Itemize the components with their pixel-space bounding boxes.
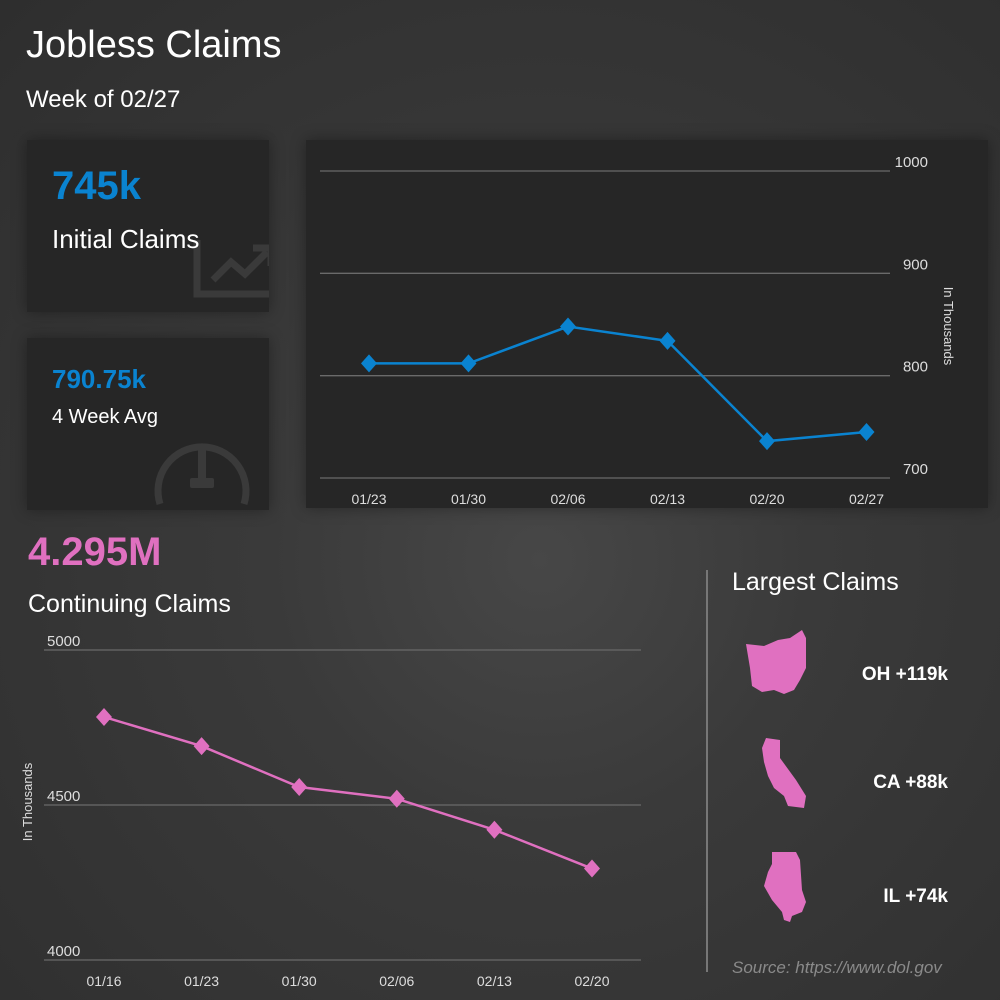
y-tick-label: 1000 xyxy=(895,154,928,171)
data-point-marker xyxy=(584,859,600,878)
largest-claims-title: Largest Claims xyxy=(732,568,899,596)
page-title: Jobless Claims xyxy=(26,24,282,66)
state-row-ca: CA +88k xyxy=(740,736,970,836)
y-tick-label: 4500 xyxy=(47,788,80,805)
state-row-il: IL +74k xyxy=(740,850,970,950)
x-tick-label: 01/30 xyxy=(282,973,317,989)
data-point-marker xyxy=(560,317,576,336)
y-tick-label: 4000 xyxy=(47,943,80,960)
y-tick-label: 5000 xyxy=(47,633,80,650)
california-shape-icon xyxy=(762,738,806,808)
data-point-marker xyxy=(193,737,210,756)
series-line xyxy=(103,715,593,870)
initial-claims-label: Initial Claims xyxy=(52,224,200,254)
page-subtitle: Week of 02/27 xyxy=(26,86,181,113)
initial-claims-value: 745k xyxy=(52,164,141,208)
series-line xyxy=(369,325,867,443)
ohio-shape-icon xyxy=(746,630,806,694)
x-tick-label: 02/06 xyxy=(550,491,585,507)
initial-claims-chart: 700 800 900 1000 01/23 01/30 02/06 02/13 02/20 02… xyxy=(320,154,956,507)
y-axis-label: In Thousands xyxy=(20,762,35,841)
y-tick-label: 800 xyxy=(903,359,928,376)
divider xyxy=(706,570,708,972)
state-label: CA +88k xyxy=(873,772,948,793)
data-point-marker xyxy=(96,707,112,726)
data-point-marker xyxy=(659,331,676,350)
x-tick-label: 02/27 xyxy=(849,491,884,507)
state-label: IL +74k xyxy=(883,886,948,907)
x-tick-label: 01/16 xyxy=(86,973,121,989)
y-tick-label: 700 xyxy=(903,461,928,478)
x-tick-label: 01/30 xyxy=(451,491,486,507)
continuing-claims-label: Continuing Claims xyxy=(28,590,231,618)
x-tick-label: 02/20 xyxy=(574,973,609,989)
data-point-marker xyxy=(388,789,405,808)
initial-claims-card: 745k Initial Claims xyxy=(27,140,269,312)
four-week-avg-label: 4 Week Avg xyxy=(52,406,158,428)
source-link[interactable]: Source: https://www.dol.gov xyxy=(732,958,942,977)
data-point-marker xyxy=(291,778,308,797)
data-point-marker xyxy=(759,432,775,451)
continuing-claims-chart: 4000 4500 5000 01/16 01/23 01/30 02/06 02/13 02/… xyxy=(20,633,641,989)
four-week-avg-value: 790.75k xyxy=(52,364,146,394)
y-tick-label: 900 xyxy=(903,256,928,273)
x-tick-label: 02/13 xyxy=(650,491,685,507)
x-tick-label: 01/23 xyxy=(351,491,386,507)
state-label: OH +119k xyxy=(861,664,948,685)
gauge-icon xyxy=(154,443,250,506)
initial-claims-chart-card: 700 800 900 1000 01/23 01/30 02/06 02/13 02/20 02… xyxy=(306,140,988,508)
data-point-marker xyxy=(460,354,477,373)
data-point-marker xyxy=(858,422,875,441)
x-tick-label: 01/23 xyxy=(184,973,219,989)
x-tick-label: 02/13 xyxy=(477,973,512,989)
x-tick-label: 02/06 xyxy=(379,973,414,989)
illinois-shape-icon xyxy=(764,852,806,922)
continuing-claims-value: 4.295M xyxy=(28,530,162,574)
line-chart-icon xyxy=(193,240,269,298)
data-point-marker xyxy=(486,820,503,839)
y-axis-label: In Thousands xyxy=(941,287,956,366)
data-point-marker xyxy=(361,354,377,373)
state-row-oh: OH +119k xyxy=(740,628,970,728)
four-week-avg-card: 790.75k 4 Week Avg xyxy=(27,338,269,510)
x-tick-label: 02/20 xyxy=(749,491,784,507)
